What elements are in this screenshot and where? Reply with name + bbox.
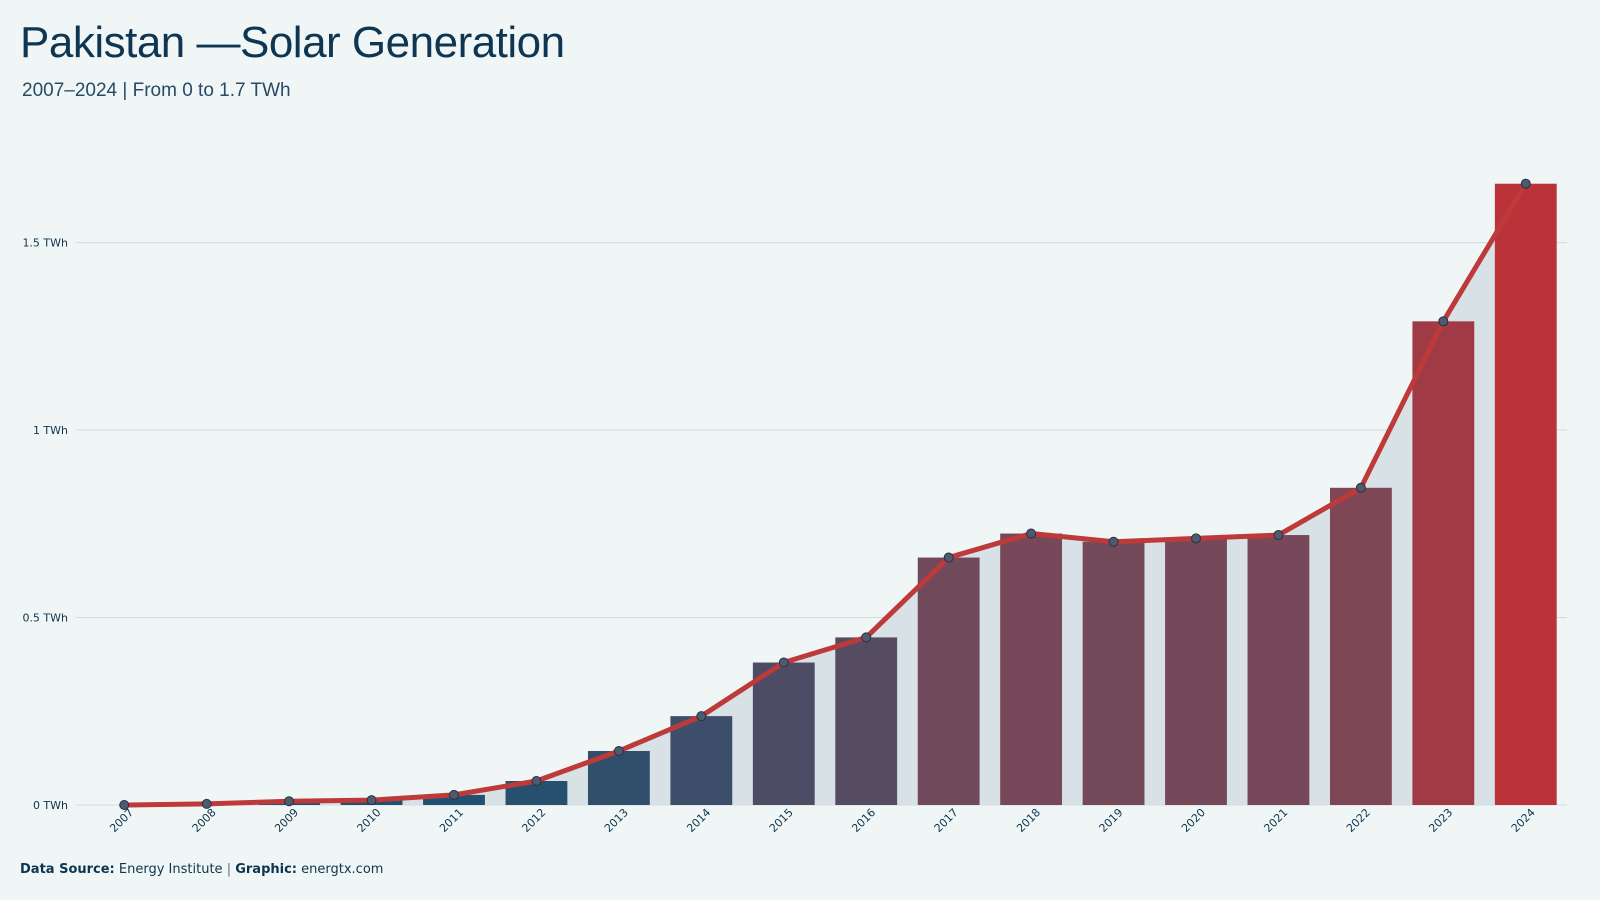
y-tick-label: 0.5 TWh: [22, 612, 68, 625]
x-tick-label: 2010: [355, 806, 384, 835]
chart-title: Pakistan —Solar Generation: [20, 18, 565, 67]
y-tick-label: 1.5 TWh: [22, 237, 68, 250]
bar-2020: [1165, 538, 1227, 805]
data-point-2022: [1355, 482, 1366, 493]
data-point-2020: [1191, 533, 1201, 544]
bar-2022: [1329, 487, 1392, 805]
data-point-2019: [1108, 536, 1119, 547]
y-tick-label: 1 TWh: [33, 424, 68, 437]
data-point-2018: [1026, 528, 1037, 539]
bar-2024: [1494, 183, 1557, 805]
x-tick-label: 2008: [190, 806, 219, 835]
bar-2021: [1247, 535, 1310, 805]
line-layer: [121, 181, 1529, 808]
x-tick-label: 2021: [1261, 806, 1290, 835]
x-tick-label: 2014: [684, 806, 713, 835]
x-tick-label: 2022: [1344, 806, 1373, 835]
data-point-2007: [119, 800, 130, 810]
source-value: Energy Institute: [118, 862, 223, 877]
x-tick-label: 2011: [437, 806, 466, 835]
bar-2012: [505, 781, 568, 805]
graphic-label: Graphic:: [235, 862, 297, 877]
bar-layer: [175, 183, 1557, 805]
data-point-2012: [531, 776, 542, 787]
bar-2019: [1082, 541, 1145, 805]
data-point-2008: [201, 798, 212, 809]
data-point-2017: [943, 552, 954, 563]
data-point-2016: [861, 632, 872, 643]
bar-2015: [752, 662, 815, 805]
data-point-2010: [366, 795, 377, 806]
x-tick-label: 2024: [1509, 806, 1538, 835]
data-point-2014: [696, 711, 707, 722]
data-point-2009: [284, 796, 295, 807]
chart-subtitle: 2007–2024 | From 0 to 1.7 TWh: [22, 80, 291, 101]
x-tick-label: 2007: [107, 806, 136, 835]
x-tick-label: 2023: [1426, 806, 1455, 835]
x-tick-label: 2017: [932, 806, 961, 835]
x-tick-label: 2012: [519, 806, 548, 835]
data-point-2021: [1273, 530, 1284, 541]
x-tick-label: 2016: [849, 806, 878, 835]
y-tick-label: 0 TWh: [33, 799, 68, 812]
bar-2017: [917, 557, 980, 805]
x-tick-label: 2013: [602, 806, 631, 835]
footer-separator: |: [226, 862, 232, 877]
bar-2014: [670, 716, 733, 805]
area-fill: [124, 183, 1526, 805]
marker-layer: [119, 178, 1531, 810]
chart-footer: Data Source: Energy Institute | Graphic:…: [20, 862, 383, 877]
graphic-value: energtx.com: [301, 862, 384, 877]
area-layer: [124, 183, 1526, 805]
x-tick-label: 2020: [1179, 806, 1208, 835]
x-tick-label: 2009: [272, 806, 301, 835]
bar-2018: [1000, 533, 1063, 805]
x-tick-label: 2015: [767, 806, 796, 835]
series-line: [121, 181, 1529, 808]
data-point-2013: [613, 746, 624, 757]
data-point-2024: [1520, 178, 1531, 189]
data-point-2015: [778, 657, 789, 668]
x-tick-label: 2019: [1097, 806, 1126, 835]
x-tick-label: 2018: [1014, 806, 1043, 835]
data-point-2011: [449, 789, 459, 800]
bar-2016: [835, 637, 898, 805]
bar-2011: [423, 794, 485, 805]
bar-2023: [1412, 321, 1475, 805]
solar-generation-chart: 0 TWh 0.5 TWh 1 TWh 1.5 TWh 2007 2008 2009 2010…: [22, 178, 1567, 835]
data-point-2023: [1438, 316, 1449, 327]
source-label: Data Source:: [20, 862, 115, 877]
